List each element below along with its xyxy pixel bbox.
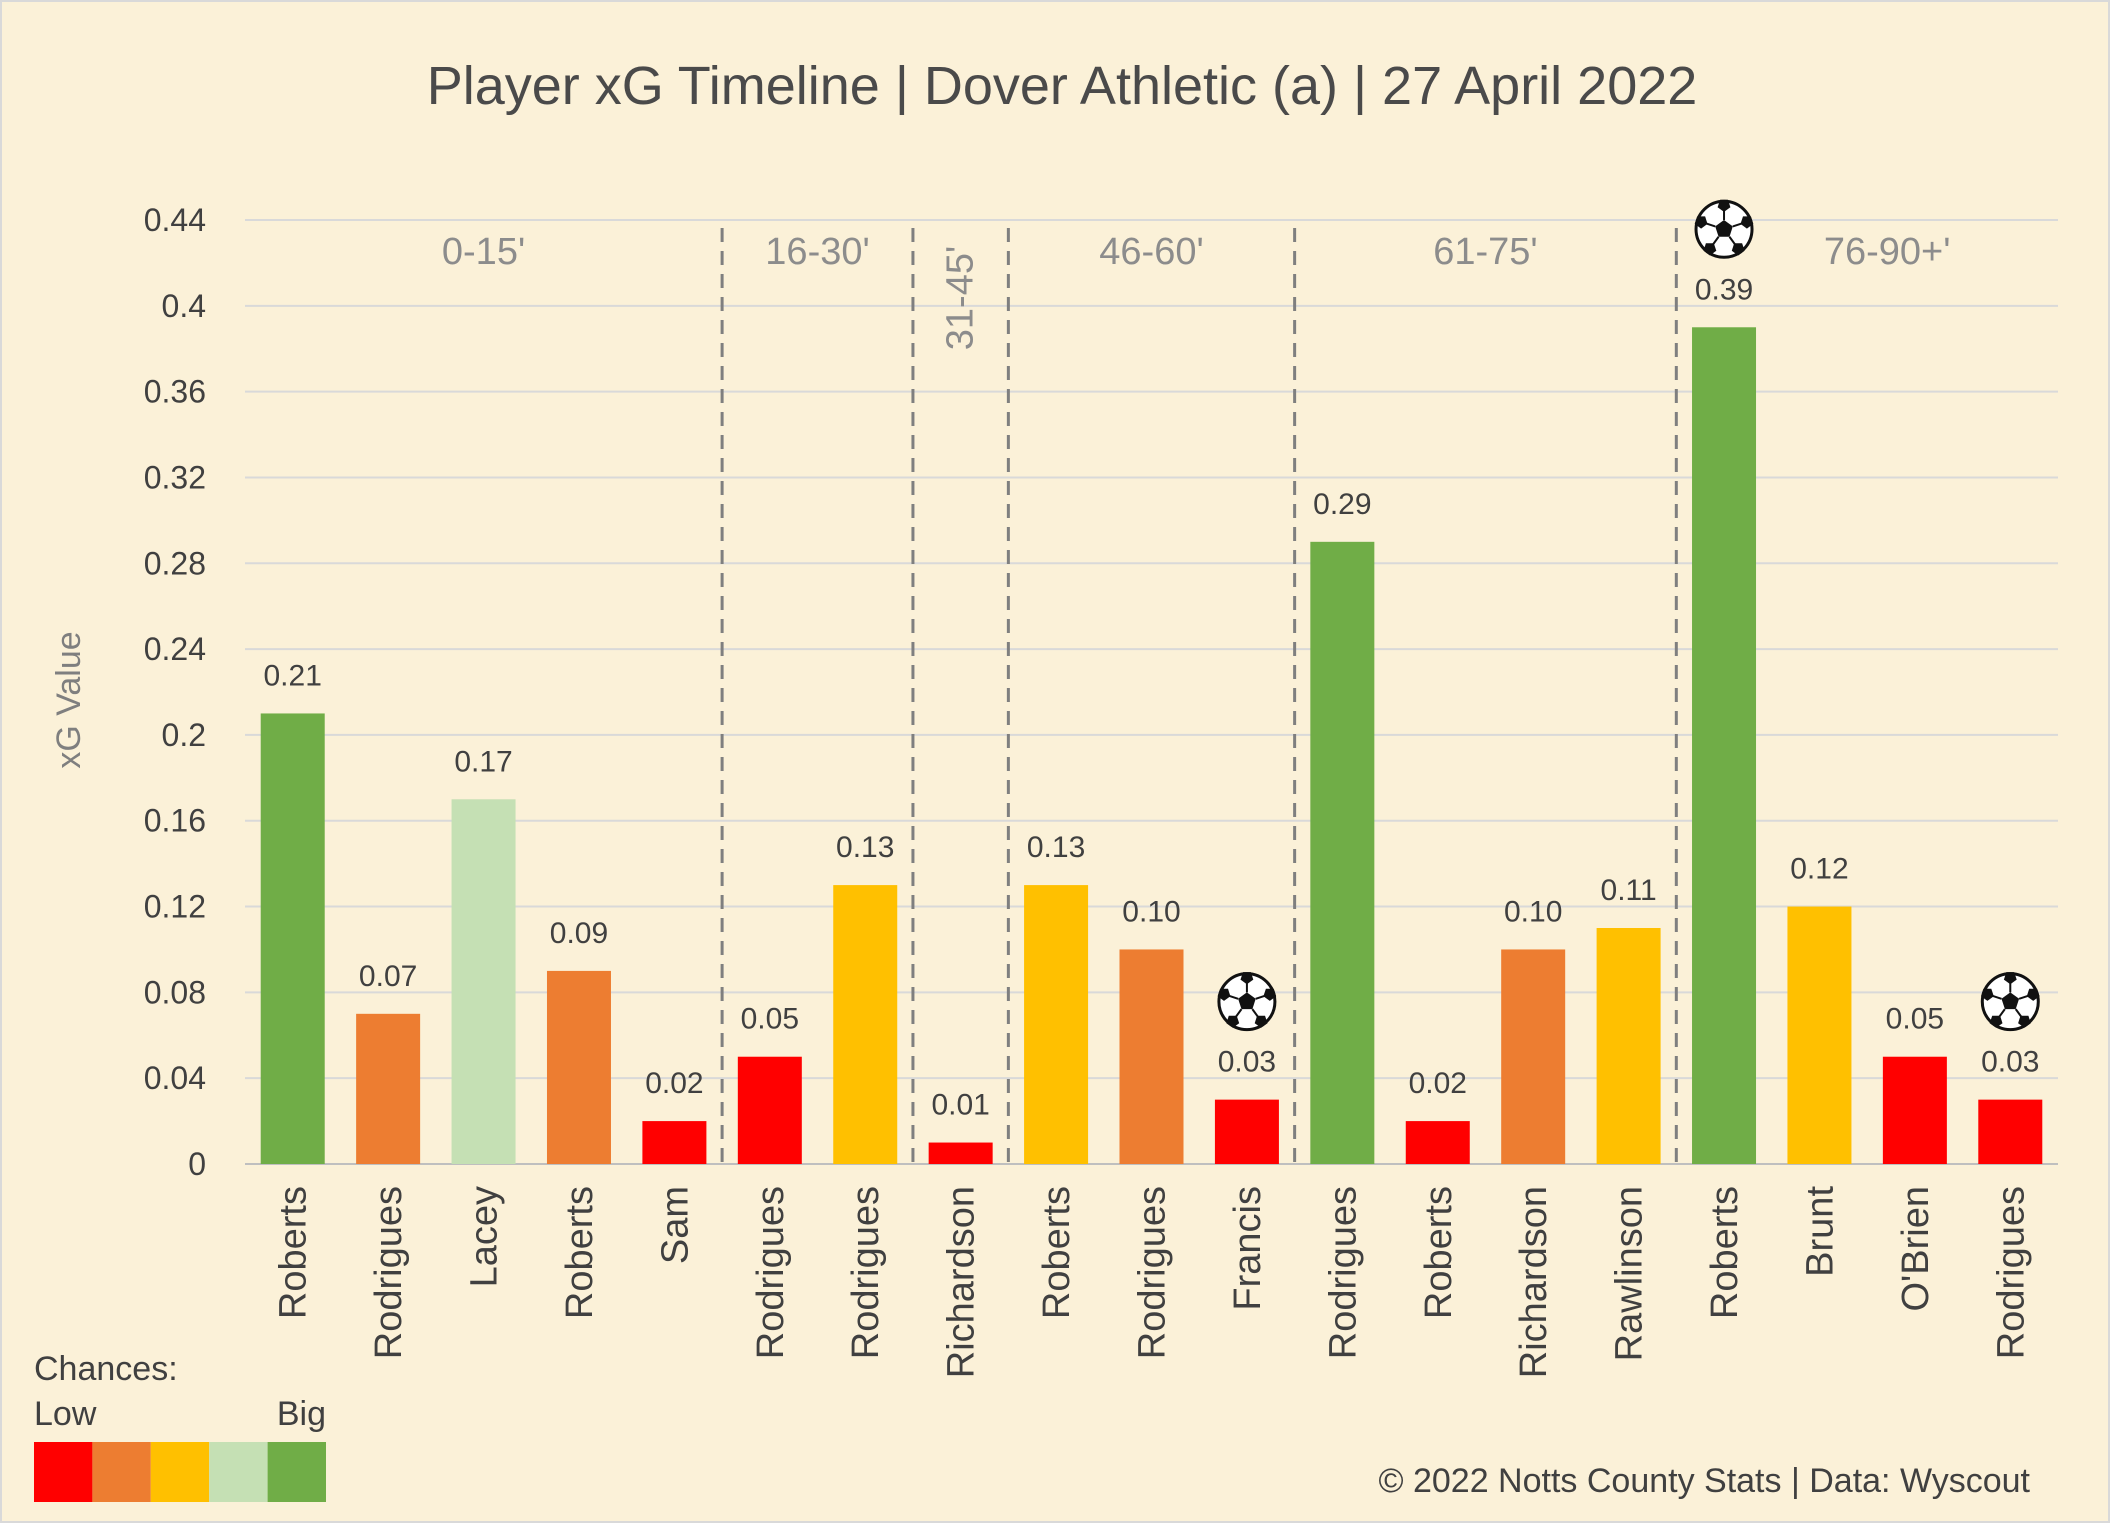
- y-tick-label: 0.32: [144, 459, 206, 495]
- period-label: 76-90+': [1824, 231, 1951, 273]
- bar: [1787, 906, 1852, 1164]
- bar: [1310, 541, 1375, 1164]
- x-tick-label: Brunt: [1799, 1186, 1841, 1277]
- bar: [1501, 949, 1566, 1164]
- legend-swatch: [150, 1442, 210, 1502]
- data-label: 0.03: [1218, 1046, 1276, 1079]
- period-label: 0-15': [442, 231, 525, 273]
- y-tick-label: 0.44: [144, 202, 206, 238]
- x-tick-label: Francis: [1227, 1186, 1269, 1311]
- y-tick-label: 0.04: [144, 1060, 206, 1096]
- x-tick-label: Lacey: [464, 1186, 506, 1287]
- data-label: 0.13: [1027, 831, 1085, 864]
- bar: [642, 1121, 707, 1164]
- bar: [1596, 928, 1661, 1164]
- legend-swatch: [34, 1442, 93, 1502]
- bar: [1692, 327, 1757, 1165]
- x-tick-label: Rodrigues: [1322, 1186, 1364, 1359]
- bar: [1214, 1099, 1279, 1164]
- data-label: 0.02: [645, 1067, 703, 1100]
- x-tick-label: Roberts: [273, 1186, 315, 1319]
- period-label: 61-75': [1433, 231, 1537, 273]
- x-tick-label: Richardson: [941, 1186, 983, 1378]
- x-tick-label: Roberts: [559, 1186, 601, 1319]
- y-tick-label: 0.36: [144, 374, 206, 410]
- data-label: 0.29: [1313, 488, 1371, 521]
- data-label: 0.11: [1601, 874, 1657, 907]
- y-tick-label: 0.16: [144, 803, 206, 839]
- period-label: 31-45': [940, 246, 982, 350]
- legend-swatch: [267, 1442, 326, 1502]
- x-tick-label: Sam: [654, 1186, 696, 1264]
- y-tick-label: 0.28: [144, 545, 206, 581]
- data-label: 0.13: [836, 831, 894, 864]
- bar: [1024, 885, 1089, 1164]
- legend-low-label: Low: [34, 1395, 97, 1433]
- y-axis-label: xG Value: [50, 631, 88, 768]
- x-tick-label: Rawlinson: [1609, 1186, 1651, 1361]
- chart-title: Player xG Timeline | Dover Athletic (a) …: [427, 56, 1698, 116]
- credit-text: © 2022 Notts County Stats | Data: Wyscou…: [1378, 1462, 2030, 1500]
- soccer-ball-icon: [1217, 972, 1277, 1032]
- data-label: 0.21: [264, 659, 322, 692]
- data-label: 0.10: [1122, 895, 1180, 928]
- data-label: 0.01: [931, 1089, 989, 1122]
- bar: [1978, 1099, 2043, 1164]
- period-label: 16-30': [765, 231, 869, 273]
- data-label: 0.07: [359, 960, 417, 993]
- data-label: 0.03: [1981, 1046, 2039, 1079]
- legend-title: Chances:: [34, 1350, 178, 1388]
- y-tick-label: 0: [188, 1146, 206, 1182]
- x-tick-label: Richardson: [1513, 1186, 1555, 1378]
- soccer-ball-icon: [1694, 199, 1754, 259]
- data-label: 0.09: [550, 917, 608, 950]
- y-tick-label: 0.2: [162, 717, 206, 753]
- x-tick-label: Roberts: [1418, 1186, 1460, 1319]
- x-tick-label: Roberts: [1704, 1186, 1746, 1319]
- x-tick-label: Roberts: [1036, 1186, 1078, 1319]
- data-label: 0.02: [1409, 1067, 1467, 1100]
- bar: [356, 1013, 421, 1164]
- data-label: 0.17: [454, 745, 512, 778]
- x-tick-label: O'Brien: [1895, 1186, 1937, 1312]
- data-label: 0.39: [1695, 273, 1753, 306]
- legend-swatch: [209, 1442, 268, 1502]
- bar: [833, 885, 898, 1164]
- bar: [1882, 1056, 1947, 1164]
- soccer-ball-icon: [1980, 972, 2040, 1032]
- x-tick-label: Rodrigues: [1990, 1186, 2032, 1359]
- bar: [928, 1142, 993, 1164]
- legend-high-label: Big: [277, 1395, 326, 1433]
- x-tick-label: Rodrigues: [368, 1186, 410, 1359]
- period-label: 46-60': [1099, 231, 1203, 273]
- bar: [1405, 1121, 1470, 1164]
- x-tick-label: Rodrigues: [750, 1186, 792, 1359]
- legend-swatch: [92, 1442, 151, 1502]
- data-label: 0.05: [1886, 1003, 1944, 1036]
- bar: [546, 970, 611, 1164]
- y-tick-label: 0.4: [162, 288, 206, 324]
- y-tick-label: 0.12: [144, 889, 206, 925]
- data-label: 0.10: [1504, 895, 1562, 928]
- bar: [260, 713, 325, 1164]
- bar: [737, 1056, 802, 1164]
- bar: [451, 799, 516, 1164]
- x-tick-label: Rodrigues: [845, 1186, 887, 1359]
- data-label: 0.12: [1790, 853, 1848, 886]
- y-tick-label: 0.08: [144, 974, 206, 1010]
- y-tick-label: 0.24: [144, 631, 206, 667]
- data-label: 0.05: [741, 1003, 799, 1036]
- bar: [1119, 949, 1184, 1164]
- x-tick-label: Rodrigues: [1132, 1186, 1174, 1359]
